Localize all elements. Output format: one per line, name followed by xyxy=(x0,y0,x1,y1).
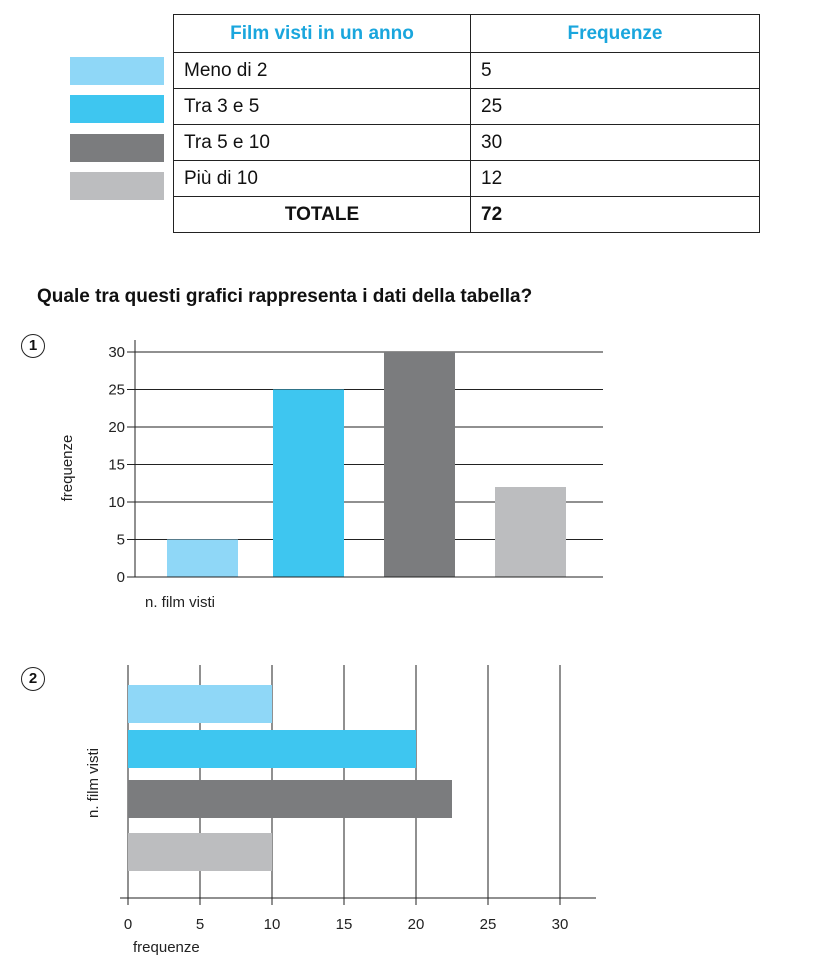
bar xyxy=(128,833,272,871)
row-label: Meno di 2 xyxy=(173,52,471,89)
bar xyxy=(128,780,452,818)
row-label: Più di 10 xyxy=(173,160,471,197)
frequency-table: Film visti in un anno Frequenze Meno di … xyxy=(173,14,760,233)
row-value: 5 xyxy=(470,52,760,89)
legend-swatch-piu-di-10 xyxy=(70,172,164,200)
row-value: 30 xyxy=(470,124,760,161)
x-tick-label: 20 xyxy=(408,916,425,933)
y-axis-label: frequenze xyxy=(59,435,76,502)
row-value: 25 xyxy=(470,88,760,125)
x-tick-label: 5 xyxy=(196,916,204,933)
row-label: Tra 3 e 5 xyxy=(173,88,471,125)
y-tick-label: 20 xyxy=(108,419,125,436)
row-label: Tra 5 e 10 xyxy=(173,124,471,161)
chart-1-number-badge: 1 xyxy=(21,334,45,358)
table-header-row: Film visti in un anno Frequenze xyxy=(173,14,760,53)
x-tick-label: 15 xyxy=(336,916,353,933)
legend-swatch-meno-di-2 xyxy=(70,57,164,85)
y-tick-label: 15 xyxy=(108,457,125,474)
chart-2-number-badge: 2 xyxy=(21,667,45,691)
table-row: Tra 5 e 10 30 xyxy=(173,124,760,161)
table-row: Meno di 2 5 xyxy=(173,52,760,89)
x-tick-label: 10 xyxy=(264,916,281,933)
bar xyxy=(273,389,344,577)
table-row: Più di 10 12 xyxy=(173,160,760,197)
chart-1-vertical-bar: 0 5 10 15 20 25 30 n. film visti frequenze xyxy=(59,340,603,611)
x-axis-label: frequenze xyxy=(133,939,200,956)
column-header-films: Film visti in un anno xyxy=(173,14,471,53)
chart-2-horizontal-bar: 0 5 10 15 20 25 30 frequenze n. film visti xyxy=(85,665,596,956)
legend-swatch-tra-3-e-5 xyxy=(70,95,164,123)
x-tick-label: 0 xyxy=(124,916,132,933)
y-axis-label: n. film visti xyxy=(85,748,102,818)
column-header-frequency: Frequenze xyxy=(470,14,760,53)
total-label: TOTALE xyxy=(173,196,471,233)
y-tick-label: 0 xyxy=(117,569,125,586)
y-tick-label: 10 xyxy=(108,494,125,511)
table-total-row: TOTALE 72 xyxy=(173,196,760,233)
x-tick-label: 30 xyxy=(552,916,569,933)
x-axis-label: n. film visti xyxy=(145,594,215,611)
legend-swatch-tra-5-e-10 xyxy=(70,134,164,162)
question-text: Quale tra questi grafici rappresenta i d… xyxy=(37,286,533,307)
y-tick-label: 25 xyxy=(108,382,125,399)
y-tick-label: 30 xyxy=(108,344,125,361)
y-tick-label: 5 xyxy=(117,532,125,549)
bar xyxy=(384,352,455,577)
total-value: 72 xyxy=(470,196,760,233)
row-value: 12 xyxy=(470,160,760,197)
bar xyxy=(167,539,238,577)
bar xyxy=(128,730,416,768)
bar xyxy=(495,487,566,577)
bar xyxy=(128,685,272,723)
table-row: Tra 3 e 5 25 xyxy=(173,88,760,125)
x-tick-label: 25 xyxy=(480,916,497,933)
